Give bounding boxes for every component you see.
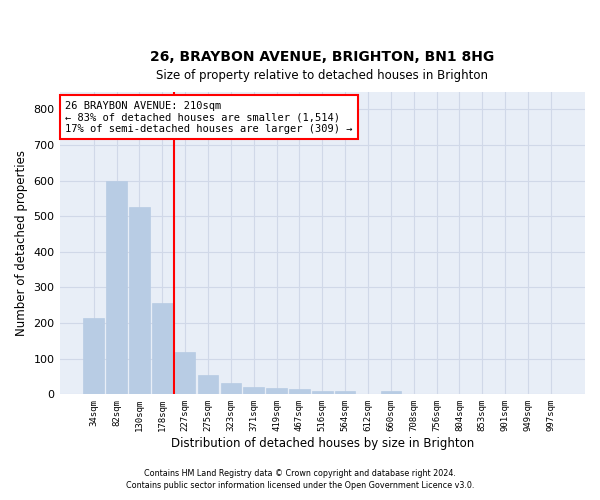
Bar — [244, 387, 264, 394]
Bar — [129, 208, 150, 394]
X-axis label: Distribution of detached houses by size in Brighton: Distribution of detached houses by size … — [170, 437, 474, 450]
Bar — [380, 392, 401, 394]
Bar — [289, 390, 310, 394]
Text: Contains HM Land Registry data © Crown copyright and database right 2024.
Contai: Contains HM Land Registry data © Crown c… — [126, 468, 474, 490]
Bar — [221, 382, 241, 394]
Bar — [312, 392, 332, 394]
Bar — [106, 182, 127, 394]
Bar — [83, 318, 104, 394]
Text: 26 BRAYBON AVENUE: 210sqm
← 83% of detached houses are smaller (1,514)
17% of se: 26 BRAYBON AVENUE: 210sqm ← 83% of detac… — [65, 100, 352, 134]
Bar — [175, 352, 196, 395]
Text: Size of property relative to detached houses in Brighton: Size of property relative to detached ho… — [156, 70, 488, 82]
Bar — [335, 391, 355, 394]
Y-axis label: Number of detached properties: Number of detached properties — [15, 150, 28, 336]
Bar — [198, 374, 218, 394]
Bar — [152, 303, 173, 394]
Title: 26, BRAYBON AVENUE, BRIGHTON, BN1 8HG: 26, BRAYBON AVENUE, BRIGHTON, BN1 8HG — [150, 50, 494, 64]
Bar — [266, 388, 287, 394]
